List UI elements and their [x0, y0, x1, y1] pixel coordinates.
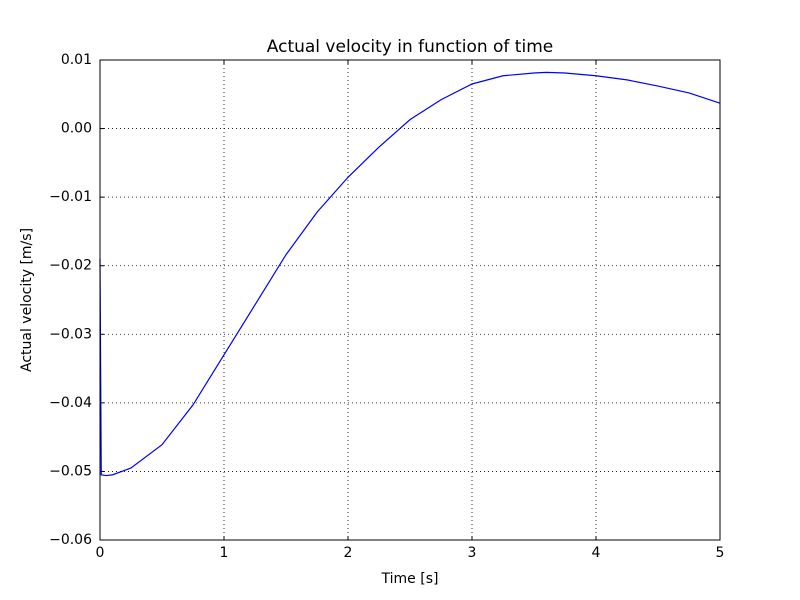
y-tick-label: 0.01 — [61, 52, 92, 68]
plot — [99, 71, 721, 477]
y-tick-label: −0.03 — [49, 326, 92, 342]
x-tick-label: 5 — [716, 545, 725, 561]
y-tick-label: −0.04 — [49, 395, 92, 411]
y-tick-label: −0.06 — [49, 532, 92, 548]
y-axis-label: Actual velocity [m/s] — [19, 228, 35, 372]
y-tick-label: 0.00 — [61, 121, 92, 137]
y-tick-label: −0.02 — [49, 258, 92, 274]
x-tick-label: 0 — [96, 545, 105, 561]
x-tick-label: 3 — [468, 545, 477, 561]
y-tick-label: −0.05 — [49, 463, 92, 479]
x-tick-label: 4 — [592, 545, 601, 561]
x-tick-label: 2 — [344, 545, 353, 561]
chart-title: Actual velocity in function of time — [267, 37, 553, 57]
y-tick-label: −0.01 — [49, 189, 92, 205]
data-line — [99, 71, 721, 477]
plot-frame — [99, 59, 721, 541]
x-tick-label: 1 — [220, 545, 229, 561]
x-axis-label: Time [s] — [381, 571, 439, 587]
